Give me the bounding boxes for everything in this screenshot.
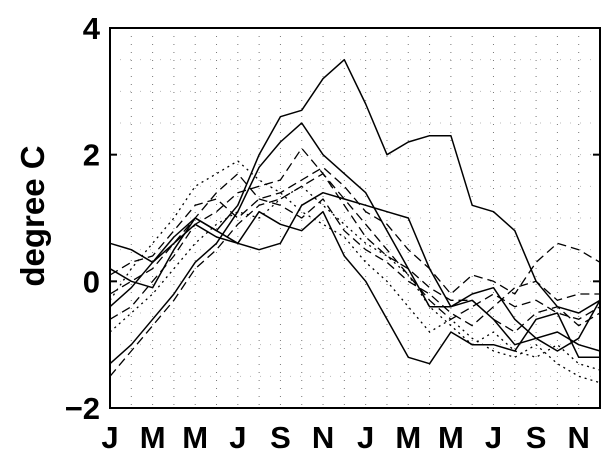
series-line-10 [109,185,601,371]
x-tick-label: N [312,420,334,455]
tick-marks [110,27,600,409]
series-line-4 [109,210,600,365]
y-axis-label: degree C [14,145,51,286]
x-tick-label: M [395,420,421,455]
series-line-9 [109,160,601,384]
x-tick-label: J [485,420,502,455]
plot-frame [109,27,601,409]
y-tick-label: 4 [83,11,101,46]
x-tick-label: M [182,420,208,455]
series-line-7 [109,166,601,295]
x-tick-label: S [270,420,291,455]
series-line-8 [109,173,600,327]
y-tick-label: −2 [65,391,100,426]
x-tick-label: S [526,420,547,455]
series-line-6 [109,173,601,377]
x-tick-label: J [357,420,374,455]
y-tick-label: 0 [83,264,100,299]
series-layer [109,58,601,384]
series-line-3 [109,191,601,352]
x-tick-label: M [140,420,166,455]
y-tick-labels: −2 0 2 4 [65,11,101,426]
y-tick-label: 2 [83,138,100,173]
x-tick-label: J [101,420,118,455]
x-tick-label: J [229,420,246,455]
series-line-1 [109,58,601,314]
x-tick-label: N [568,420,590,455]
x-tick-label: M [438,420,464,455]
series-line-2 [109,122,601,365]
